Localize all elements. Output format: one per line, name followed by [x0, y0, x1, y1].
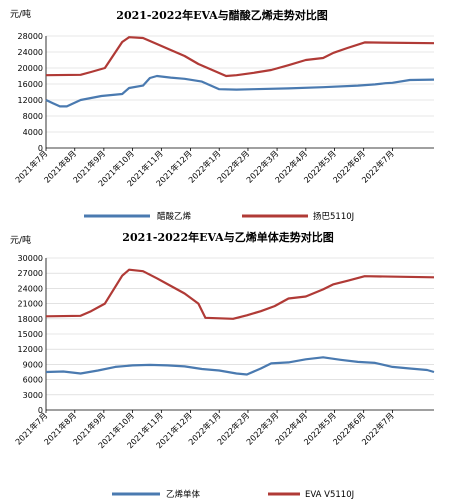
- series-line-2: [45, 268, 435, 320]
- chart-eva-vs-ethylene-monomer: 2021-2022年EVA与乙烯单体走势对比图 元/吨 0 3000 6000 9000 1…: [10, 230, 435, 500]
- y-axis-unit-label: 元/吨: [10, 8, 31, 20]
- y-tick-label: 20000: [18, 64, 43, 73]
- legend-label-1: 醋酸乙烯: [157, 211, 192, 222]
- chart-title: 2021-2022年EVA与醋酸乙烯走势对比图: [116, 8, 327, 22]
- series-line-2: [45, 36, 435, 78]
- y-tick-label: 30000: [18, 254, 43, 263]
- y-tick-label: 3000: [23, 391, 43, 400]
- y-tick-label: 4000: [23, 128, 43, 137]
- y-tick-label: 24000: [18, 48, 43, 57]
- y-tick-label: 21000: [18, 300, 43, 309]
- y-tick-label: 9000: [23, 360, 43, 369]
- y-tick-label: 18000: [18, 315, 43, 324]
- y-tick-label: 6000: [23, 376, 43, 385]
- y-tick-label: 28000: [18, 32, 43, 41]
- y-tick-label: 8000: [23, 112, 43, 121]
- y-tick-label: 24000: [18, 284, 43, 293]
- legend-label-2: EVA V5110J: [305, 490, 354, 500]
- y-tick-label: 27000: [18, 269, 43, 278]
- y-tick-label: 0: [38, 144, 43, 153]
- y-tick-label: 12000: [18, 96, 43, 105]
- y-tick-label: 0: [38, 406, 43, 415]
- y-tick-label: 16000: [18, 80, 43, 89]
- legend-label-2: 扬巴5110J: [313, 211, 354, 222]
- y-tick-label: 12000: [18, 345, 43, 354]
- y-axis-unit-label: 元/吨: [10, 234, 31, 246]
- chart-title: 2021-2022年EVA与乙烯单体走势对比图: [122, 230, 333, 244]
- y-tick-label: 15000: [18, 330, 43, 339]
- legend-label-1: 乙烯单体: [166, 489, 201, 500]
- series-line-1: [45, 74, 435, 108]
- series-line-1: [45, 356, 435, 376]
- chart-eva-vs-vinyl-acetate: 2021-2022年EVA与醋酸乙烯走势对比图 元/吨 0 4000 8000 12000…: [10, 8, 435, 222]
